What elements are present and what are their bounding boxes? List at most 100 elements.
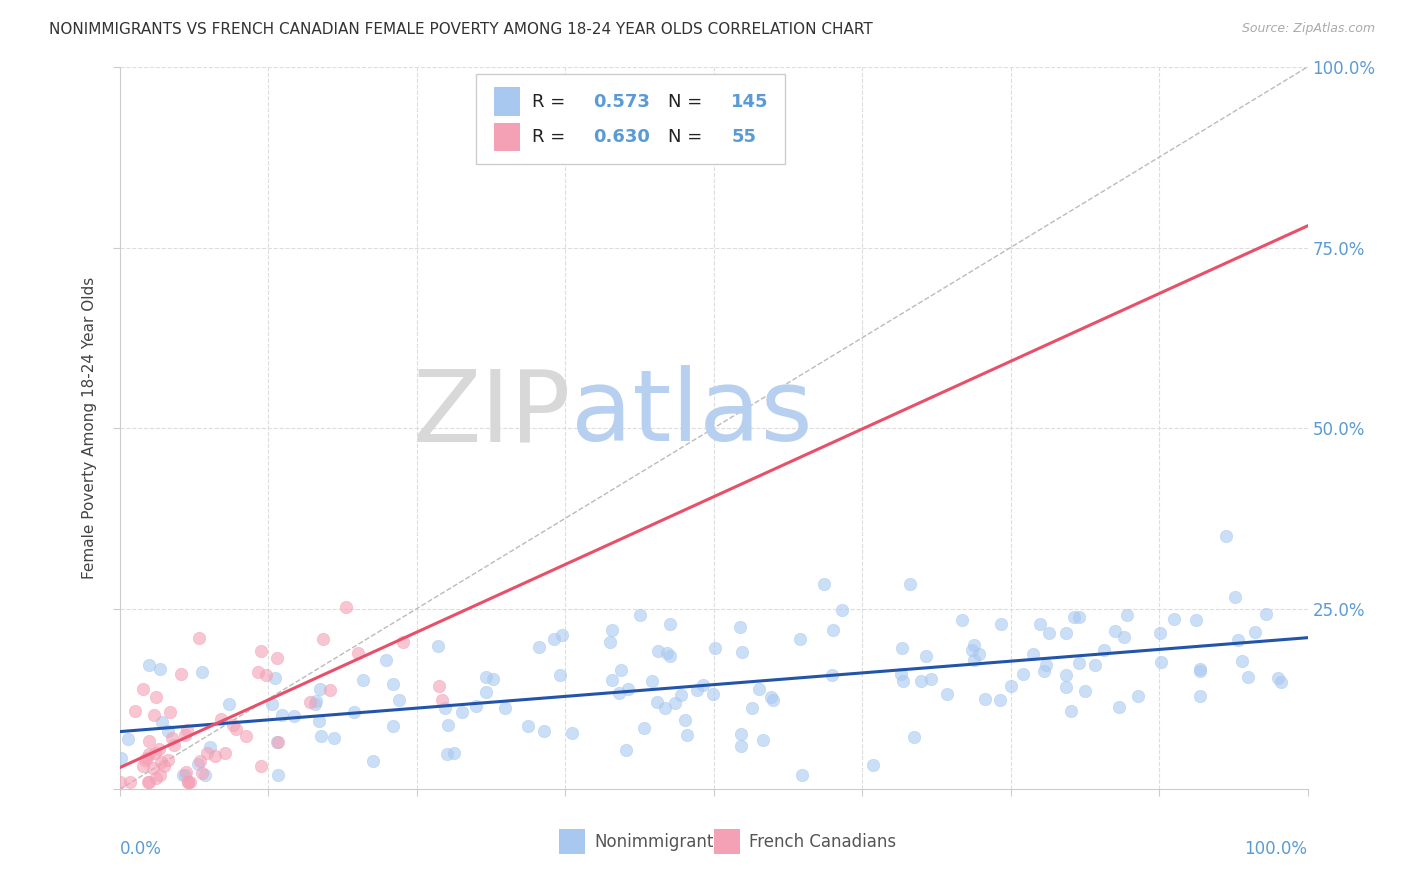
Nonimmigrants xyxy=(1108,699,1130,714)
Nonimmigrants xyxy=(305,694,328,708)
Text: 55: 55 xyxy=(731,128,756,146)
Nonimmigrants xyxy=(388,693,411,707)
Nonimmigrants xyxy=(967,647,990,661)
Nonimmigrants xyxy=(138,657,160,672)
Nonimmigrants xyxy=(988,692,1011,706)
French Canadians xyxy=(250,643,273,657)
French Canadians xyxy=(160,731,183,745)
Nonimmigrants xyxy=(610,663,633,677)
French Canadians xyxy=(138,747,160,761)
Nonimmigrants xyxy=(1022,647,1045,661)
Text: 0.0%: 0.0% xyxy=(120,840,162,858)
French Canadians xyxy=(191,766,214,780)
Text: Nonimmigrants: Nonimmigrants xyxy=(595,833,723,851)
FancyBboxPatch shape xyxy=(494,87,520,116)
Text: 0.630: 0.630 xyxy=(593,128,651,146)
French Canadians xyxy=(195,746,218,760)
Nonimmigrants xyxy=(752,733,775,747)
Nonimmigrants xyxy=(1112,630,1135,644)
Nonimmigrants xyxy=(633,721,655,735)
French Canadians xyxy=(391,634,413,648)
French Canadians xyxy=(204,748,226,763)
Nonimmigrants xyxy=(1267,671,1289,685)
Nonimmigrants xyxy=(1254,607,1277,622)
Nonimmigrants xyxy=(156,724,179,739)
Nonimmigrants xyxy=(1189,664,1212,678)
Nonimmigrants xyxy=(304,697,326,711)
Text: R =: R = xyxy=(531,93,571,111)
Nonimmigrants xyxy=(1215,529,1237,543)
Nonimmigrants xyxy=(950,613,973,627)
Nonimmigrants xyxy=(1012,667,1035,681)
Nonimmigrants xyxy=(789,632,811,646)
Nonimmigrants xyxy=(669,688,692,702)
Nonimmigrants xyxy=(551,628,574,642)
Nonimmigrants xyxy=(748,682,770,697)
Nonimmigrants xyxy=(1084,658,1107,673)
Nonimmigrants xyxy=(1059,704,1081,718)
Nonimmigrants xyxy=(741,700,763,714)
Nonimmigrants xyxy=(1270,675,1292,690)
French Canadians xyxy=(174,728,197,742)
Nonimmigrants xyxy=(271,708,294,723)
French Canadians xyxy=(347,646,370,660)
Text: Source: ZipAtlas.com: Source: ZipAtlas.com xyxy=(1241,22,1375,36)
French Canadians xyxy=(312,632,335,646)
Nonimmigrants xyxy=(1163,612,1185,626)
French Canadians xyxy=(176,723,198,738)
Nonimmigrants xyxy=(910,674,932,689)
French Canadians xyxy=(246,665,269,680)
FancyBboxPatch shape xyxy=(714,830,740,855)
Nonimmigrants xyxy=(110,751,132,765)
Nonimmigrants xyxy=(308,714,330,728)
Nonimmigrants xyxy=(831,603,853,617)
Nonimmigrants xyxy=(1000,679,1022,693)
Nonimmigrants xyxy=(352,673,374,687)
Nonimmigrants xyxy=(1150,655,1173,669)
Nonimmigrants xyxy=(187,756,209,771)
Nonimmigrants xyxy=(548,667,571,681)
Nonimmigrants xyxy=(194,768,217,782)
Nonimmigrants xyxy=(1188,662,1211,676)
French Canadians xyxy=(150,756,173,770)
Nonimmigrants xyxy=(374,653,396,667)
FancyBboxPatch shape xyxy=(475,74,785,164)
Nonimmigrants xyxy=(475,670,498,684)
Text: 0.573: 0.573 xyxy=(593,93,651,111)
Nonimmigrants xyxy=(1104,624,1126,638)
Nonimmigrants xyxy=(150,714,173,729)
French Canadians xyxy=(108,775,131,789)
Nonimmigrants xyxy=(443,746,465,760)
Nonimmigrants xyxy=(543,632,565,646)
French Canadians xyxy=(136,775,159,789)
Nonimmigrants xyxy=(382,719,405,733)
Nonimmigrants xyxy=(117,731,139,746)
Nonimmigrants xyxy=(792,768,814,782)
French Canadians xyxy=(177,775,200,789)
Nonimmigrants xyxy=(891,640,914,655)
French Canadians xyxy=(132,682,155,697)
French Canadians xyxy=(214,746,236,760)
Nonimmigrants xyxy=(960,643,983,657)
French Canadians xyxy=(124,704,146,718)
Nonimmigrants xyxy=(692,678,714,692)
French Canadians xyxy=(188,754,211,768)
Nonimmigrants xyxy=(1035,658,1057,673)
Nonimmigrants xyxy=(1063,609,1085,624)
French Canadians xyxy=(430,693,453,707)
Nonimmigrants xyxy=(191,665,214,680)
French Canadians xyxy=(335,600,357,615)
Nonimmigrants xyxy=(260,697,283,711)
French Canadians xyxy=(159,705,181,719)
Nonimmigrants xyxy=(891,674,914,689)
Nonimmigrants xyxy=(730,727,752,741)
French Canadians xyxy=(120,775,142,789)
Text: ZIP: ZIP xyxy=(412,365,571,462)
Nonimmigrants xyxy=(427,639,450,653)
French Canadians xyxy=(145,746,167,760)
Nonimmigrants xyxy=(614,742,637,756)
Nonimmigrants xyxy=(1054,668,1077,682)
Text: R =: R = xyxy=(531,128,571,146)
Nonimmigrants xyxy=(527,640,550,655)
Nonimmigrants xyxy=(963,638,986,652)
